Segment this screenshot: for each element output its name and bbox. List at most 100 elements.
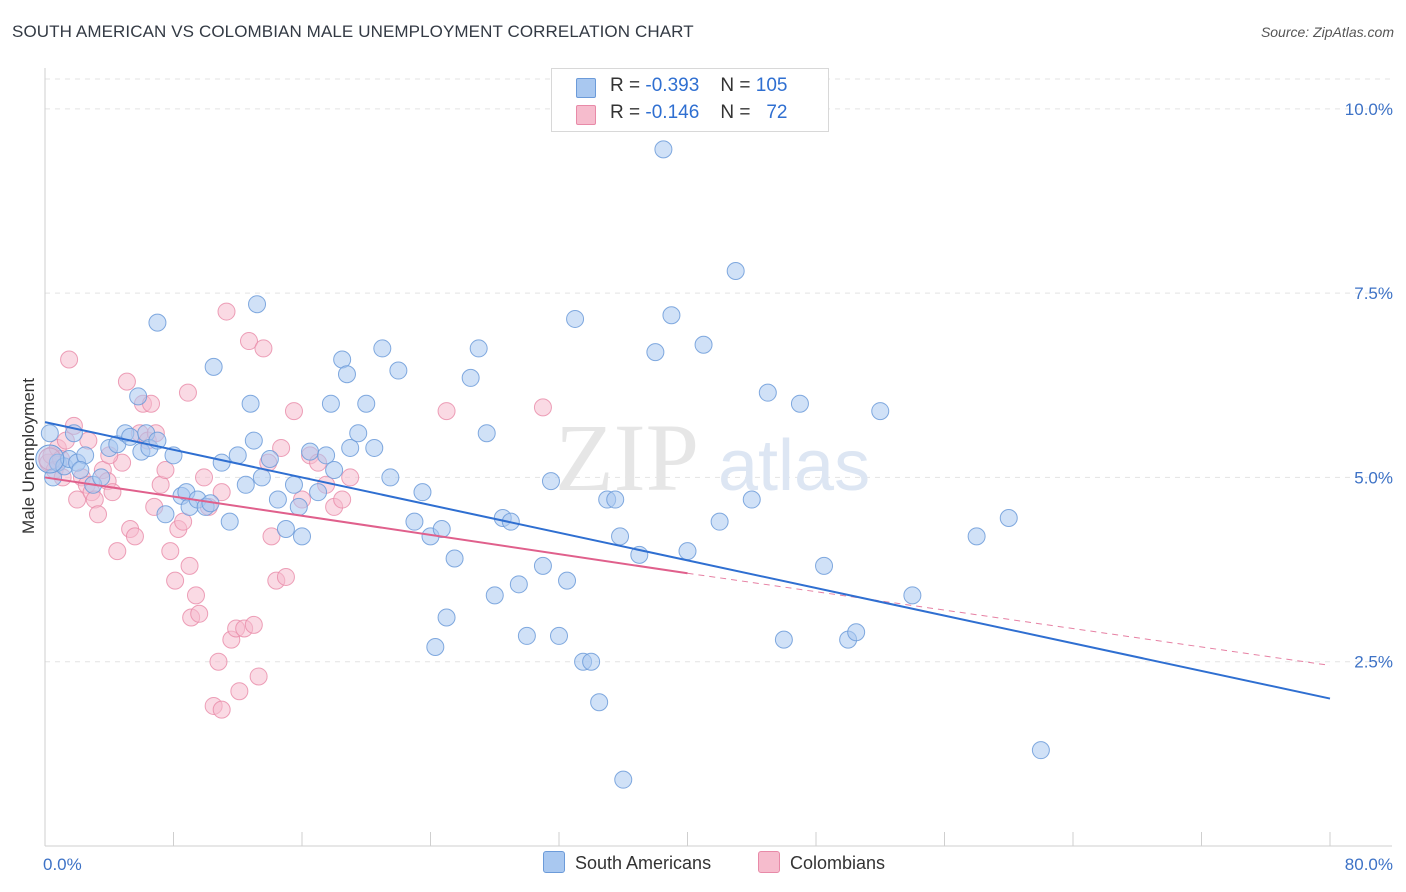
south-americans-point	[469, 339, 488, 358]
south-americans-point	[662, 306, 681, 325]
south-americans-point	[742, 490, 761, 509]
legend-n-label: N =	[720, 102, 751, 123]
south-americans-point	[389, 361, 408, 380]
south-americans-point	[40, 424, 59, 443]
watermark-zip: ZIP	[555, 404, 699, 511]
south-americans-point	[129, 387, 148, 406]
south-americans-point	[248, 295, 267, 314]
bottom-legend-south-americans[interactable]: South Americans	[543, 851, 711, 874]
colombians-point	[276, 567, 295, 586]
south-americans-point	[236, 475, 255, 494]
legend-n-label: N =	[720, 75, 751, 96]
south-americans-point	[405, 512, 424, 531]
colombians-point	[125, 527, 144, 546]
x-tick-label: 0.0%	[43, 855, 82, 874]
grid-lines	[45, 78, 1392, 663]
south-americans-point	[967, 527, 986, 546]
south-americans-point	[35, 444, 65, 474]
colombians-point	[239, 332, 258, 351]
colombians-point	[195, 468, 214, 487]
south-americans-point	[121, 427, 140, 446]
colombians-point	[60, 350, 79, 369]
south-americans-point	[541, 472, 560, 491]
colombians-point	[262, 527, 281, 546]
south-americans-point	[461, 368, 480, 387]
south-americans-point	[241, 394, 260, 413]
legend-r-label: R =	[610, 75, 641, 96]
south-americans-point	[276, 520, 295, 539]
y-tick-label: 10.0%	[1345, 100, 1393, 119]
south-americans-point	[244, 431, 263, 450]
south-americans-point	[317, 446, 336, 465]
colombians-point	[212, 700, 231, 719]
legend-label: South Americans	[575, 853, 712, 873]
south-americans-point	[71, 461, 90, 480]
y-tick-label: 7.5%	[1354, 284, 1393, 303]
south-americans-point	[426, 637, 445, 656]
tick-labels: 2.5% 5.0% 7.5% 10.0% 0.0% 80.0%	[43, 100, 1393, 874]
south-americans-point	[606, 490, 625, 509]
colombians-point	[217, 302, 236, 321]
colombians-point	[341, 468, 360, 487]
colombians-point	[190, 604, 209, 623]
watermark: ZIP atlas	[555, 404, 870, 511]
x-tick-label: 80.0%	[1345, 855, 1393, 874]
colombians-point	[117, 372, 136, 391]
south-americans-point	[325, 461, 344, 480]
south-americans-point	[220, 512, 239, 531]
colombians-point	[533, 398, 552, 417]
legend-n-value: 105	[755, 75, 788, 96]
colombians-point	[89, 505, 108, 524]
south-americans-point	[373, 339, 392, 358]
south-americans-points	[35, 140, 1050, 789]
south-americans-point	[289, 497, 308, 516]
chart-source: Source: ZipAtlas.com	[1260, 24, 1394, 40]
chart-title: SOUTH AMERICAN VS COLOMBIAN MALE UNEMPLO…	[12, 22, 694, 41]
south-americans-point	[445, 549, 464, 568]
south-americans-point	[284, 475, 303, 494]
colombians-point	[161, 542, 180, 561]
colombians-point	[186, 586, 205, 605]
south-americans-point	[293, 527, 311, 546]
south-americans-point	[349, 424, 368, 443]
colombians-trend-line	[44, 476, 688, 575]
south-americans-point	[550, 626, 568, 645]
legend-r-label: R =	[610, 102, 641, 123]
south-americans-point	[758, 383, 777, 402]
south-americans-point	[590, 693, 609, 712]
legend-swatch-blue	[576, 78, 596, 98]
south-americans-point	[337, 365, 356, 384]
colombians-point	[249, 667, 268, 686]
colombians-point	[156, 461, 175, 480]
colombians-point	[108, 542, 127, 561]
south-americans-point	[365, 438, 384, 457]
legend-swatch-blue	[543, 851, 565, 873]
south-americans-point	[156, 505, 175, 524]
south-americans-point	[357, 394, 376, 413]
south-americans-point	[614, 770, 633, 789]
south-americans-point	[268, 490, 287, 509]
colombians-point	[437, 402, 456, 421]
colombians-point	[254, 339, 273, 358]
south-americans-point	[815, 556, 834, 575]
south-americans-point	[566, 309, 585, 328]
south-americans-point	[1031, 741, 1050, 760]
south-americans-point	[252, 468, 271, 487]
south-americans-point	[710, 512, 729, 531]
south-americans-trend-line	[44, 421, 1331, 700]
y-axis-label: Male Unemployment	[19, 378, 38, 534]
south-americans-point	[341, 438, 360, 457]
bottom-legend-colombians[interactable]: Colombians	[758, 851, 885, 874]
south-americans-point	[694, 335, 713, 354]
south-americans-point	[999, 508, 1018, 527]
south-americans-point	[611, 527, 630, 546]
colombians-point	[178, 383, 197, 402]
south-americans-point	[321, 394, 340, 413]
south-americans-point	[260, 450, 279, 468]
south-americans-point	[847, 623, 866, 642]
south-americans-point	[558, 571, 577, 590]
colombians-point	[333, 490, 352, 509]
colombians-point	[209, 652, 228, 671]
legend-swatch-pink	[576, 105, 596, 125]
